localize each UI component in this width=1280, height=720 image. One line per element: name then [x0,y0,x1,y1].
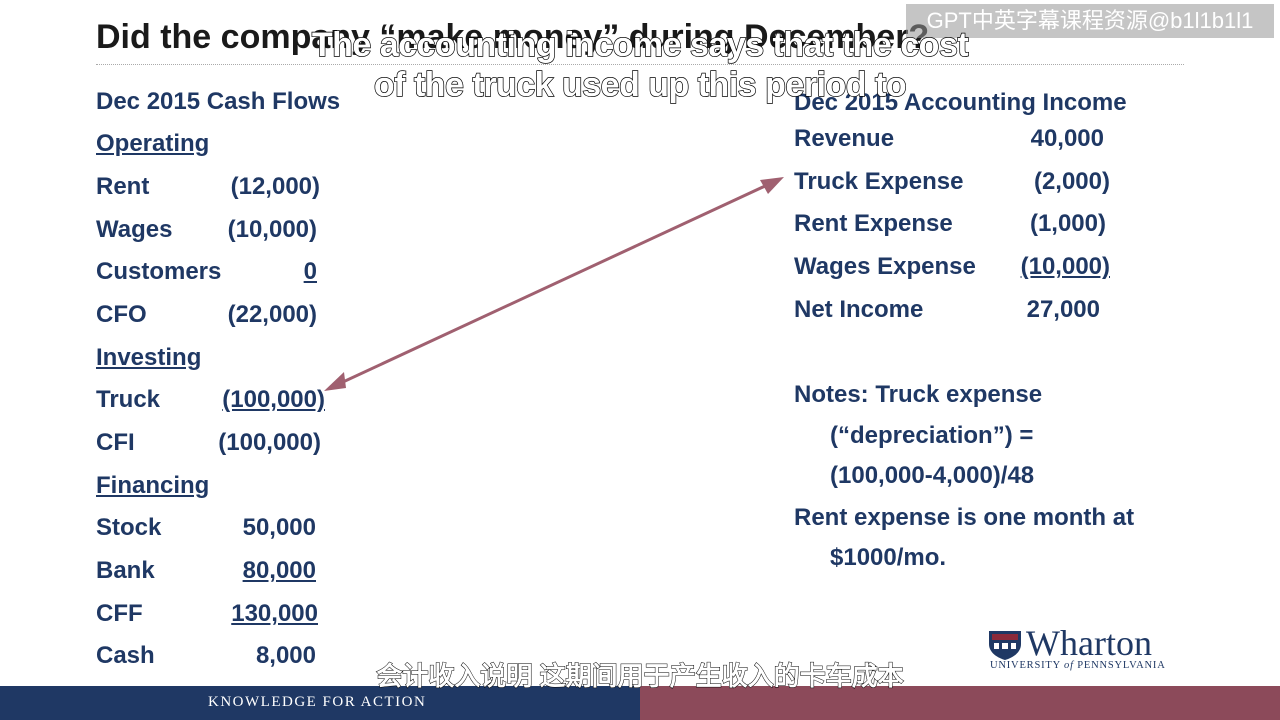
cf-row-label: CFI [96,429,135,456]
logo-wordmark: Wharton [1026,623,1152,663]
subtitle-line: The accounting income says that the cost [311,25,969,64]
cf-row-value: 8,000 [255,642,316,669]
income-row-label: Revenue [794,125,895,152]
cf-row-label: Customers [96,258,222,285]
cf-row-label: Wages [96,216,173,243]
income-row-value: 27,000 [1026,296,1100,323]
footer-tagline: KNOWLEDGE FOR ACTION [208,694,427,710]
wharton-logo: Wharton UNIVERSITY of PENNSYLVANIA [988,623,1198,672]
footer-bar-right [640,686,1280,720]
cf-row-label: CFO [96,301,147,328]
notes-line: (100,000-4,000)/48 [830,462,1035,489]
watermark: GPT中英字幕课程资源@b1l1b1l1 [906,4,1274,38]
cf-row-label: CFF [96,600,143,627]
notes-line: Notes: Truck expense [794,381,1043,408]
cash-flows-heading: Dec 2015 Cash Flows [96,88,341,115]
cf-row-value: (100,000) [218,429,321,456]
income-row-value: 40,000 [1030,125,1104,152]
income-heading: Dec 2015 Accounting Income [794,89,1127,116]
cf-row-value: (10,000) [227,216,317,243]
income-row-value: (10,000) [1020,253,1110,280]
subtitle-line: of the truck used up this period to [373,65,907,104]
cf-row-label: Rent [96,173,150,200]
cf-row-value: 80,000 [242,557,316,584]
cf-row-value: (12,000) [230,173,320,200]
income-row-value: (2,000) [1033,168,1110,195]
income-row-label: Truck Expense [794,168,964,195]
logo-subtitle: UNIVERSITY of PENNSYLVANIA [990,660,1166,671]
notes-line: (“depreciation”) = [830,422,1034,449]
income-row-value: (1,000) [1029,210,1106,237]
slide-title: Did the company “make money” during Dece… [96,18,930,56]
cf-row-value: 130,000 [231,600,318,627]
cf-row-value: 50,000 [242,514,316,541]
cf-row-value: (100,000) [222,386,325,413]
income-row-label: Rent Expense [794,210,953,237]
cf-row-value: (22,000) [227,301,317,328]
footer-bar-left [0,686,640,720]
cf-row-label: Bank [96,557,155,584]
cf-row-label: Cash [96,642,155,669]
subtitle-chinese: 会计收入说明 这期间用于产生收入的卡车成本 [376,661,904,692]
notes-line: Rent expense is one month at [794,504,1135,531]
cf-row-label: Truck [96,386,161,413]
title-divider [96,64,1184,65]
notes-line: $1000/mo. [830,544,947,571]
investing-section-label: Investing [96,344,202,371]
income-row-label: Net Income [794,296,924,323]
income-row-label: Wages Expense [794,253,976,280]
cf-row-value: 0 [303,258,317,285]
cf-row-label: Stock [96,514,162,541]
operating-section-label: Operating [96,130,210,157]
financing-section-label: Financing [96,472,210,499]
shield-icon [989,631,1021,660]
